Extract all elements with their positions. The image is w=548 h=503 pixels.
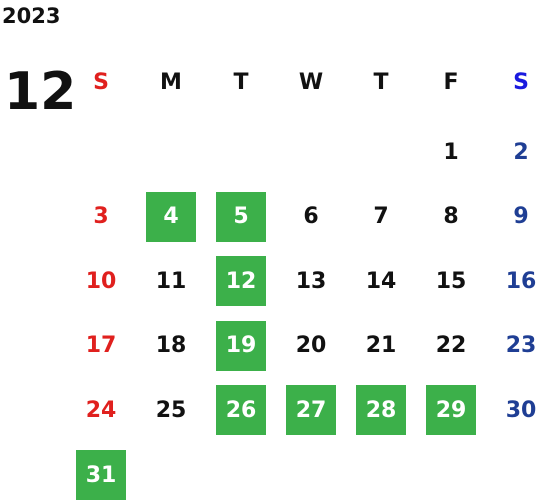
day: 1 xyxy=(443,139,459,165)
day: 30 xyxy=(505,397,537,423)
marked-day: 19 xyxy=(216,320,266,371)
day: 10 xyxy=(85,268,117,294)
weekday-header: W xyxy=(298,69,324,95)
day: 18 xyxy=(155,333,187,359)
weekday-header: M xyxy=(160,69,182,95)
marked-day: 27 xyxy=(286,385,336,436)
marked-day: 26 xyxy=(216,385,266,436)
day: 22 xyxy=(435,333,467,359)
year: 2023 xyxy=(2,4,61,28)
day: 16 xyxy=(505,268,537,294)
day: 8 xyxy=(443,204,459,230)
marked-day: 4 xyxy=(146,191,196,242)
day: 20 xyxy=(295,333,327,359)
day: 13 xyxy=(295,268,327,294)
marked-day: 28 xyxy=(356,385,406,436)
day: 11 xyxy=(155,268,187,294)
weekday-header: F xyxy=(443,69,459,95)
weekday-header: T xyxy=(373,69,389,95)
day: 23 xyxy=(505,333,537,359)
marked-day: 29 xyxy=(426,385,476,436)
weekday-header: T xyxy=(233,69,249,95)
day: 2 xyxy=(513,139,529,165)
weekday-header: S xyxy=(93,69,109,95)
day: 15 xyxy=(435,268,467,294)
day: 14 xyxy=(365,268,397,294)
marked-day: 12 xyxy=(216,256,266,307)
day: 3 xyxy=(93,204,109,230)
day: 25 xyxy=(155,397,187,423)
marked-day: 5 xyxy=(216,191,266,242)
day: 17 xyxy=(85,333,117,359)
month: 12 xyxy=(4,62,77,122)
day: 21 xyxy=(365,333,397,359)
weekday-header: S xyxy=(513,69,529,95)
marked-day: 31 xyxy=(76,450,126,500)
day: 24 xyxy=(85,397,117,423)
day: 6 xyxy=(303,204,319,230)
day: 7 xyxy=(373,204,389,230)
day: 9 xyxy=(513,204,529,230)
